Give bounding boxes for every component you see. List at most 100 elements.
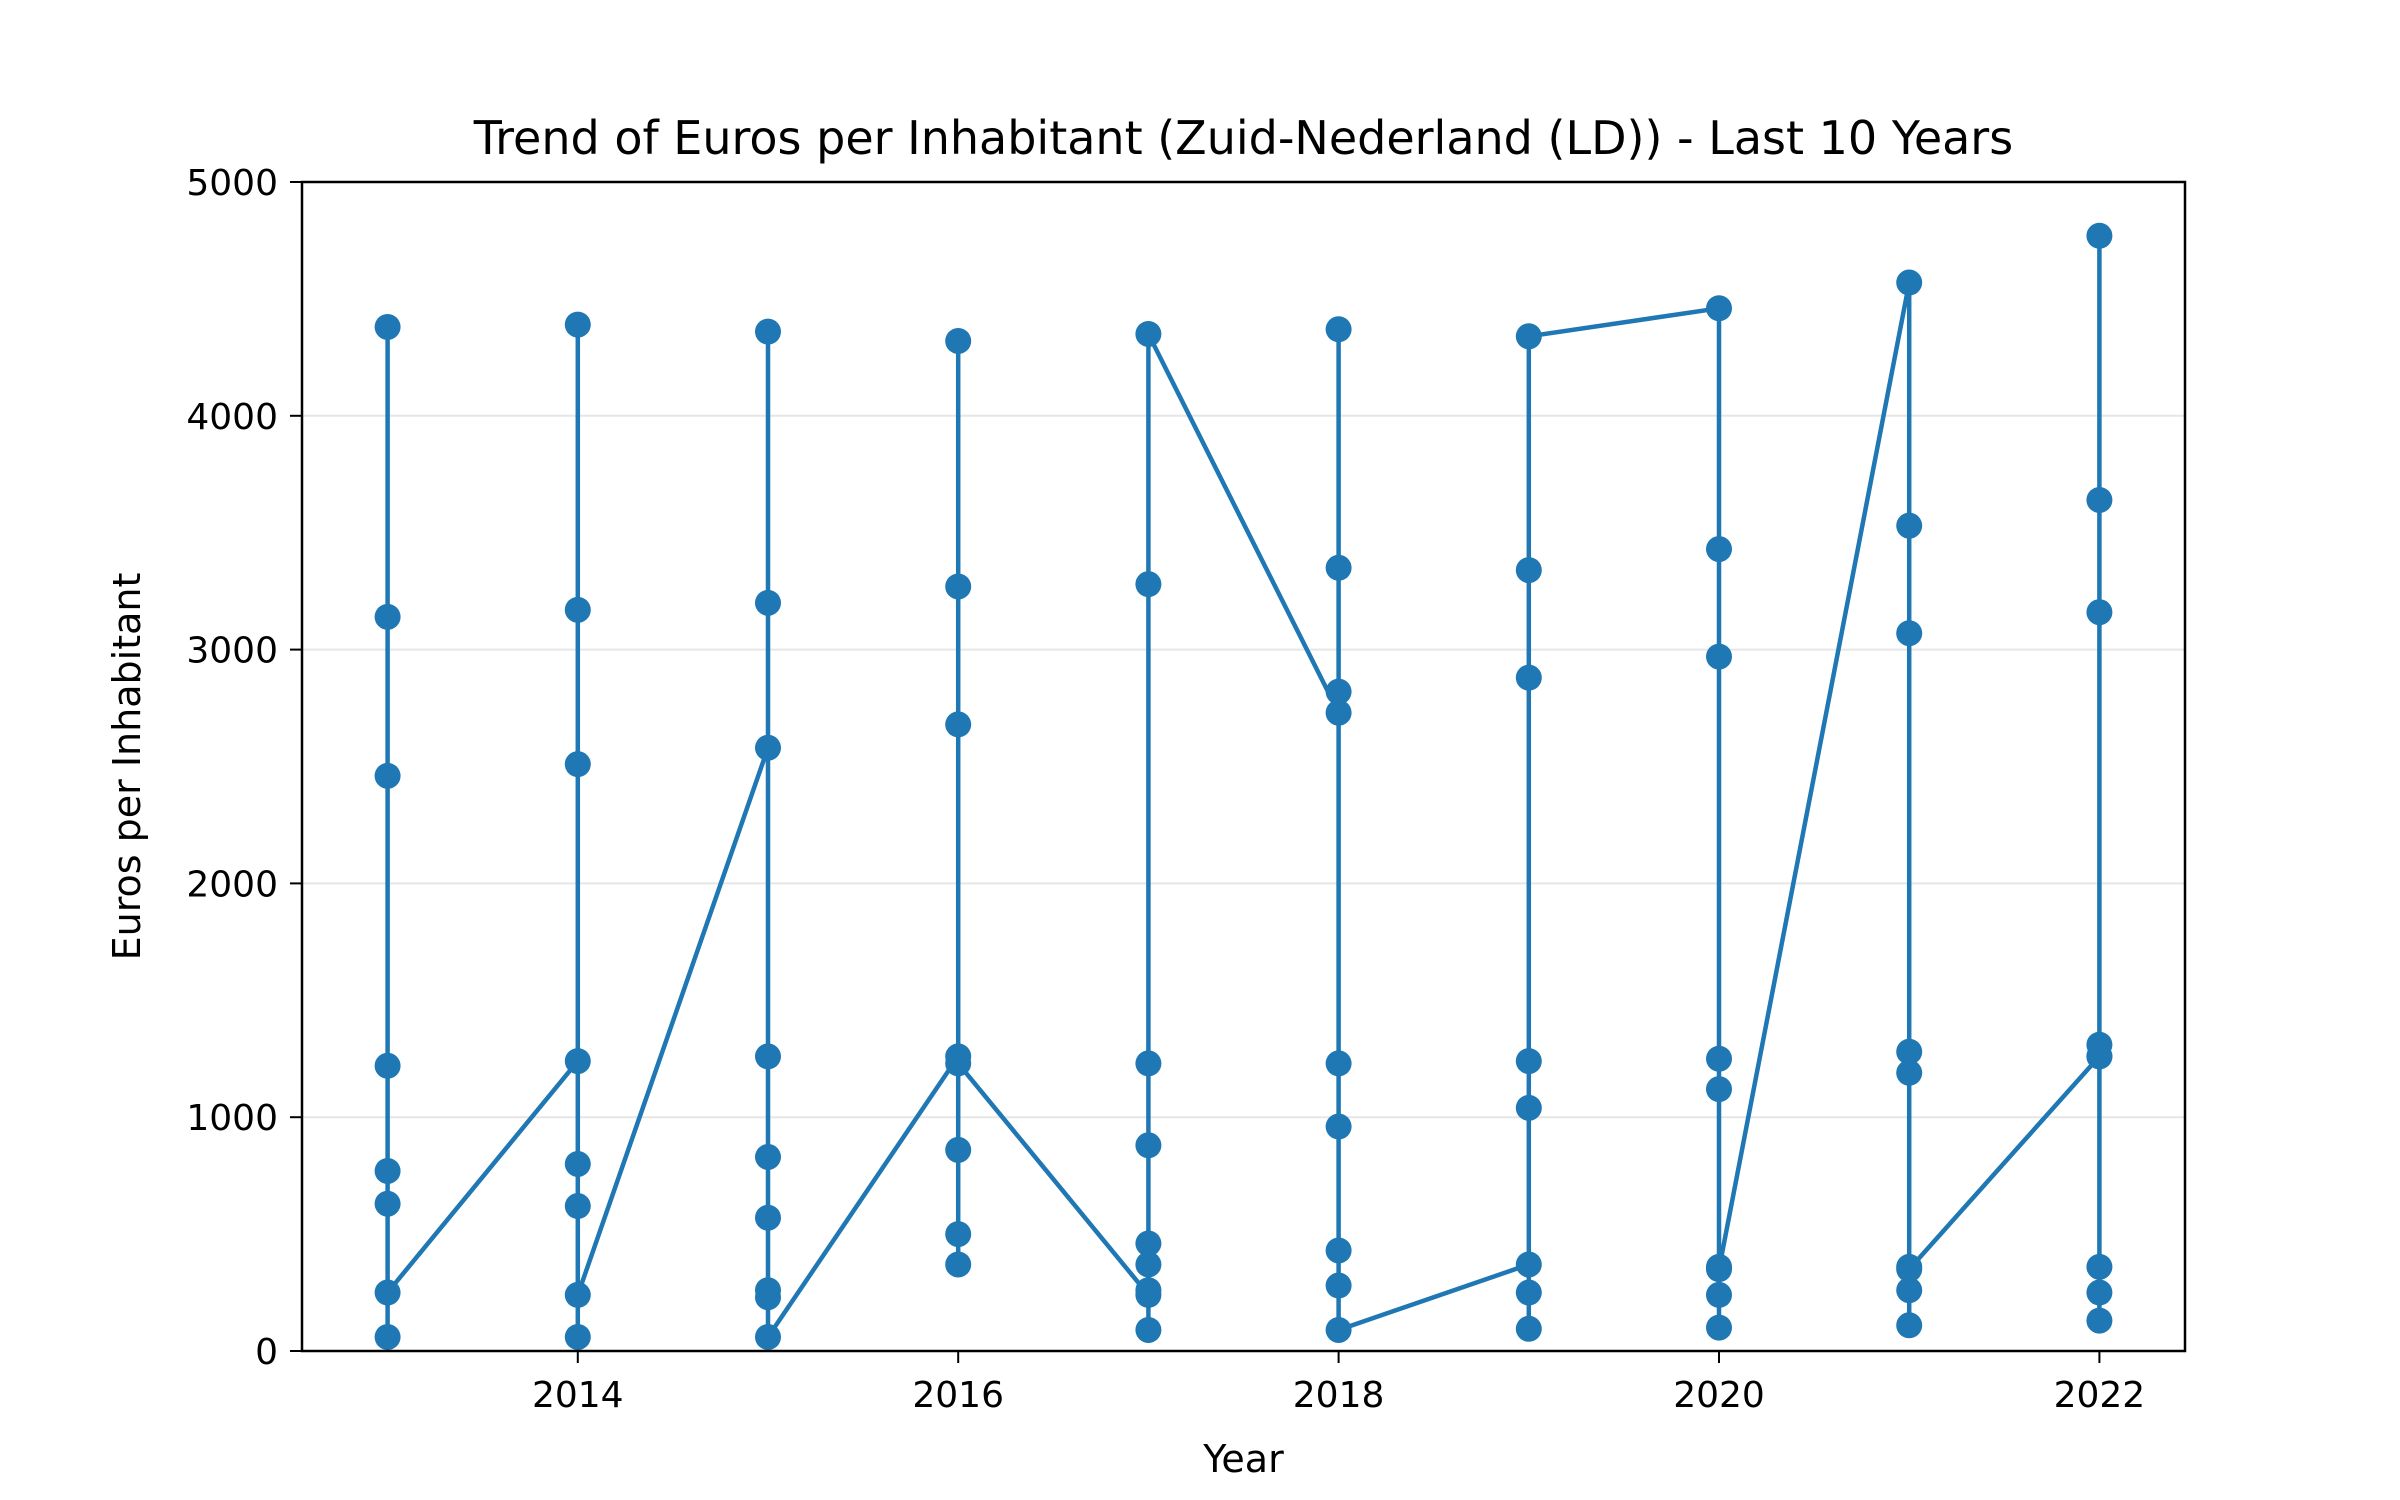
data-point xyxy=(1515,1048,1542,1075)
data-point xyxy=(1706,1281,1733,1308)
data-point xyxy=(754,1143,781,1170)
data-point xyxy=(1325,1113,1352,1140)
data-point xyxy=(1515,557,1542,584)
y-axis-ticks: 0 1000 2000 3000 4000 5000 xyxy=(186,163,302,1373)
data-point xyxy=(1135,571,1162,598)
data-point xyxy=(1896,1277,1923,1304)
data-point xyxy=(1515,1094,1542,1121)
data-point xyxy=(1325,1316,1352,1343)
x-tick-label: 2020 xyxy=(1673,1375,1765,1416)
y-tick-label: 2000 xyxy=(186,864,278,905)
data-point xyxy=(945,1136,972,1163)
series-line-group xyxy=(385,233,2102,1340)
plot-frame xyxy=(300,180,2187,1353)
data-point xyxy=(945,1050,972,1077)
data-point xyxy=(1706,643,1733,670)
data-point xyxy=(1325,1237,1352,1264)
data-point xyxy=(945,573,972,600)
data-point xyxy=(1515,323,1542,350)
data-point xyxy=(1515,1315,1542,1342)
data-point xyxy=(564,1193,591,1220)
data-point xyxy=(1325,1272,1352,1299)
data-point xyxy=(1135,1050,1162,1077)
data-point xyxy=(564,1150,591,1177)
data-point xyxy=(2086,222,2113,249)
x-tick-label: 2022 xyxy=(2054,1375,2146,1416)
data-point xyxy=(754,1043,781,1070)
data-point xyxy=(1135,320,1162,347)
data-point xyxy=(945,711,972,738)
data-point xyxy=(374,1157,401,1184)
data-point xyxy=(1896,1038,1923,1065)
data-point xyxy=(1706,536,1733,563)
data-point xyxy=(754,1204,781,1231)
data-point xyxy=(1135,1230,1162,1257)
data-point xyxy=(1325,554,1352,581)
data-point xyxy=(1896,269,1923,296)
data-point xyxy=(564,751,591,778)
data-point xyxy=(1135,1251,1162,1278)
data-point xyxy=(754,589,781,616)
x-axis-ticks: 2014 2016 2018 2020 2022 xyxy=(532,1351,2145,1416)
data-point xyxy=(1135,1277,1162,1304)
data-point xyxy=(1896,620,1923,647)
data-point xyxy=(564,1323,591,1350)
data-point xyxy=(754,318,781,345)
data-point xyxy=(374,1279,401,1306)
data-point xyxy=(1325,1050,1352,1077)
y-tick-label: 0 xyxy=(255,1332,278,1373)
data-point xyxy=(564,596,591,623)
data-point xyxy=(564,1048,591,1075)
data-point xyxy=(1896,512,1923,539)
data-point xyxy=(754,734,781,761)
data-point xyxy=(1706,1076,1733,1103)
data-point xyxy=(1706,1314,1733,1341)
data-point xyxy=(2086,1279,2113,1306)
data-point xyxy=(374,1323,401,1350)
y-axis-label: Euros per Inhabitant xyxy=(105,573,149,961)
data-point xyxy=(1706,1256,1733,1283)
data-point xyxy=(945,327,972,354)
data-point xyxy=(374,603,401,630)
data-point xyxy=(1515,1279,1542,1306)
data-point xyxy=(1325,699,1352,726)
data-point xyxy=(1896,1256,1923,1283)
chart-title: Trend of Euros per Inhabitant (Zuid-Nede… xyxy=(473,111,2013,165)
series-markers-group xyxy=(374,222,2113,1350)
data-point xyxy=(945,1251,972,1278)
data-point xyxy=(2086,1307,2113,1334)
data-point xyxy=(374,1052,401,1079)
grid-lines xyxy=(302,414,2185,1119)
data-point xyxy=(754,1284,781,1311)
series-line xyxy=(385,233,2102,1340)
x-tick-label: 2014 xyxy=(532,1375,624,1416)
data-point xyxy=(2086,1043,2113,1070)
y-tick-label: 5000 xyxy=(186,163,278,204)
data-point xyxy=(564,311,591,338)
x-tick-label: 2016 xyxy=(912,1375,1004,1416)
data-point xyxy=(564,1281,591,1308)
data-point xyxy=(374,313,401,340)
data-point xyxy=(2086,1253,2113,1280)
data-point xyxy=(1706,295,1733,322)
data-point xyxy=(1135,1316,1162,1343)
x-tick-label: 2018 xyxy=(1293,1375,1385,1416)
data-point xyxy=(1135,1132,1162,1159)
data-point xyxy=(754,1323,781,1350)
y-tick-label: 1000 xyxy=(186,1098,278,1139)
data-point xyxy=(374,1190,401,1217)
x-axis-label: Year xyxy=(1202,1437,1284,1481)
data-point xyxy=(1325,678,1352,705)
data-point xyxy=(1896,1059,1923,1086)
data-point xyxy=(1706,1045,1733,1072)
y-tick-label: 4000 xyxy=(186,397,278,438)
y-tick-label: 3000 xyxy=(186,631,278,672)
data-point xyxy=(1515,1251,1542,1278)
data-point xyxy=(374,762,401,789)
data-point xyxy=(1325,316,1352,343)
data-point xyxy=(2086,486,2113,513)
data-point xyxy=(1896,1312,1923,1339)
data-point xyxy=(1515,664,1542,691)
